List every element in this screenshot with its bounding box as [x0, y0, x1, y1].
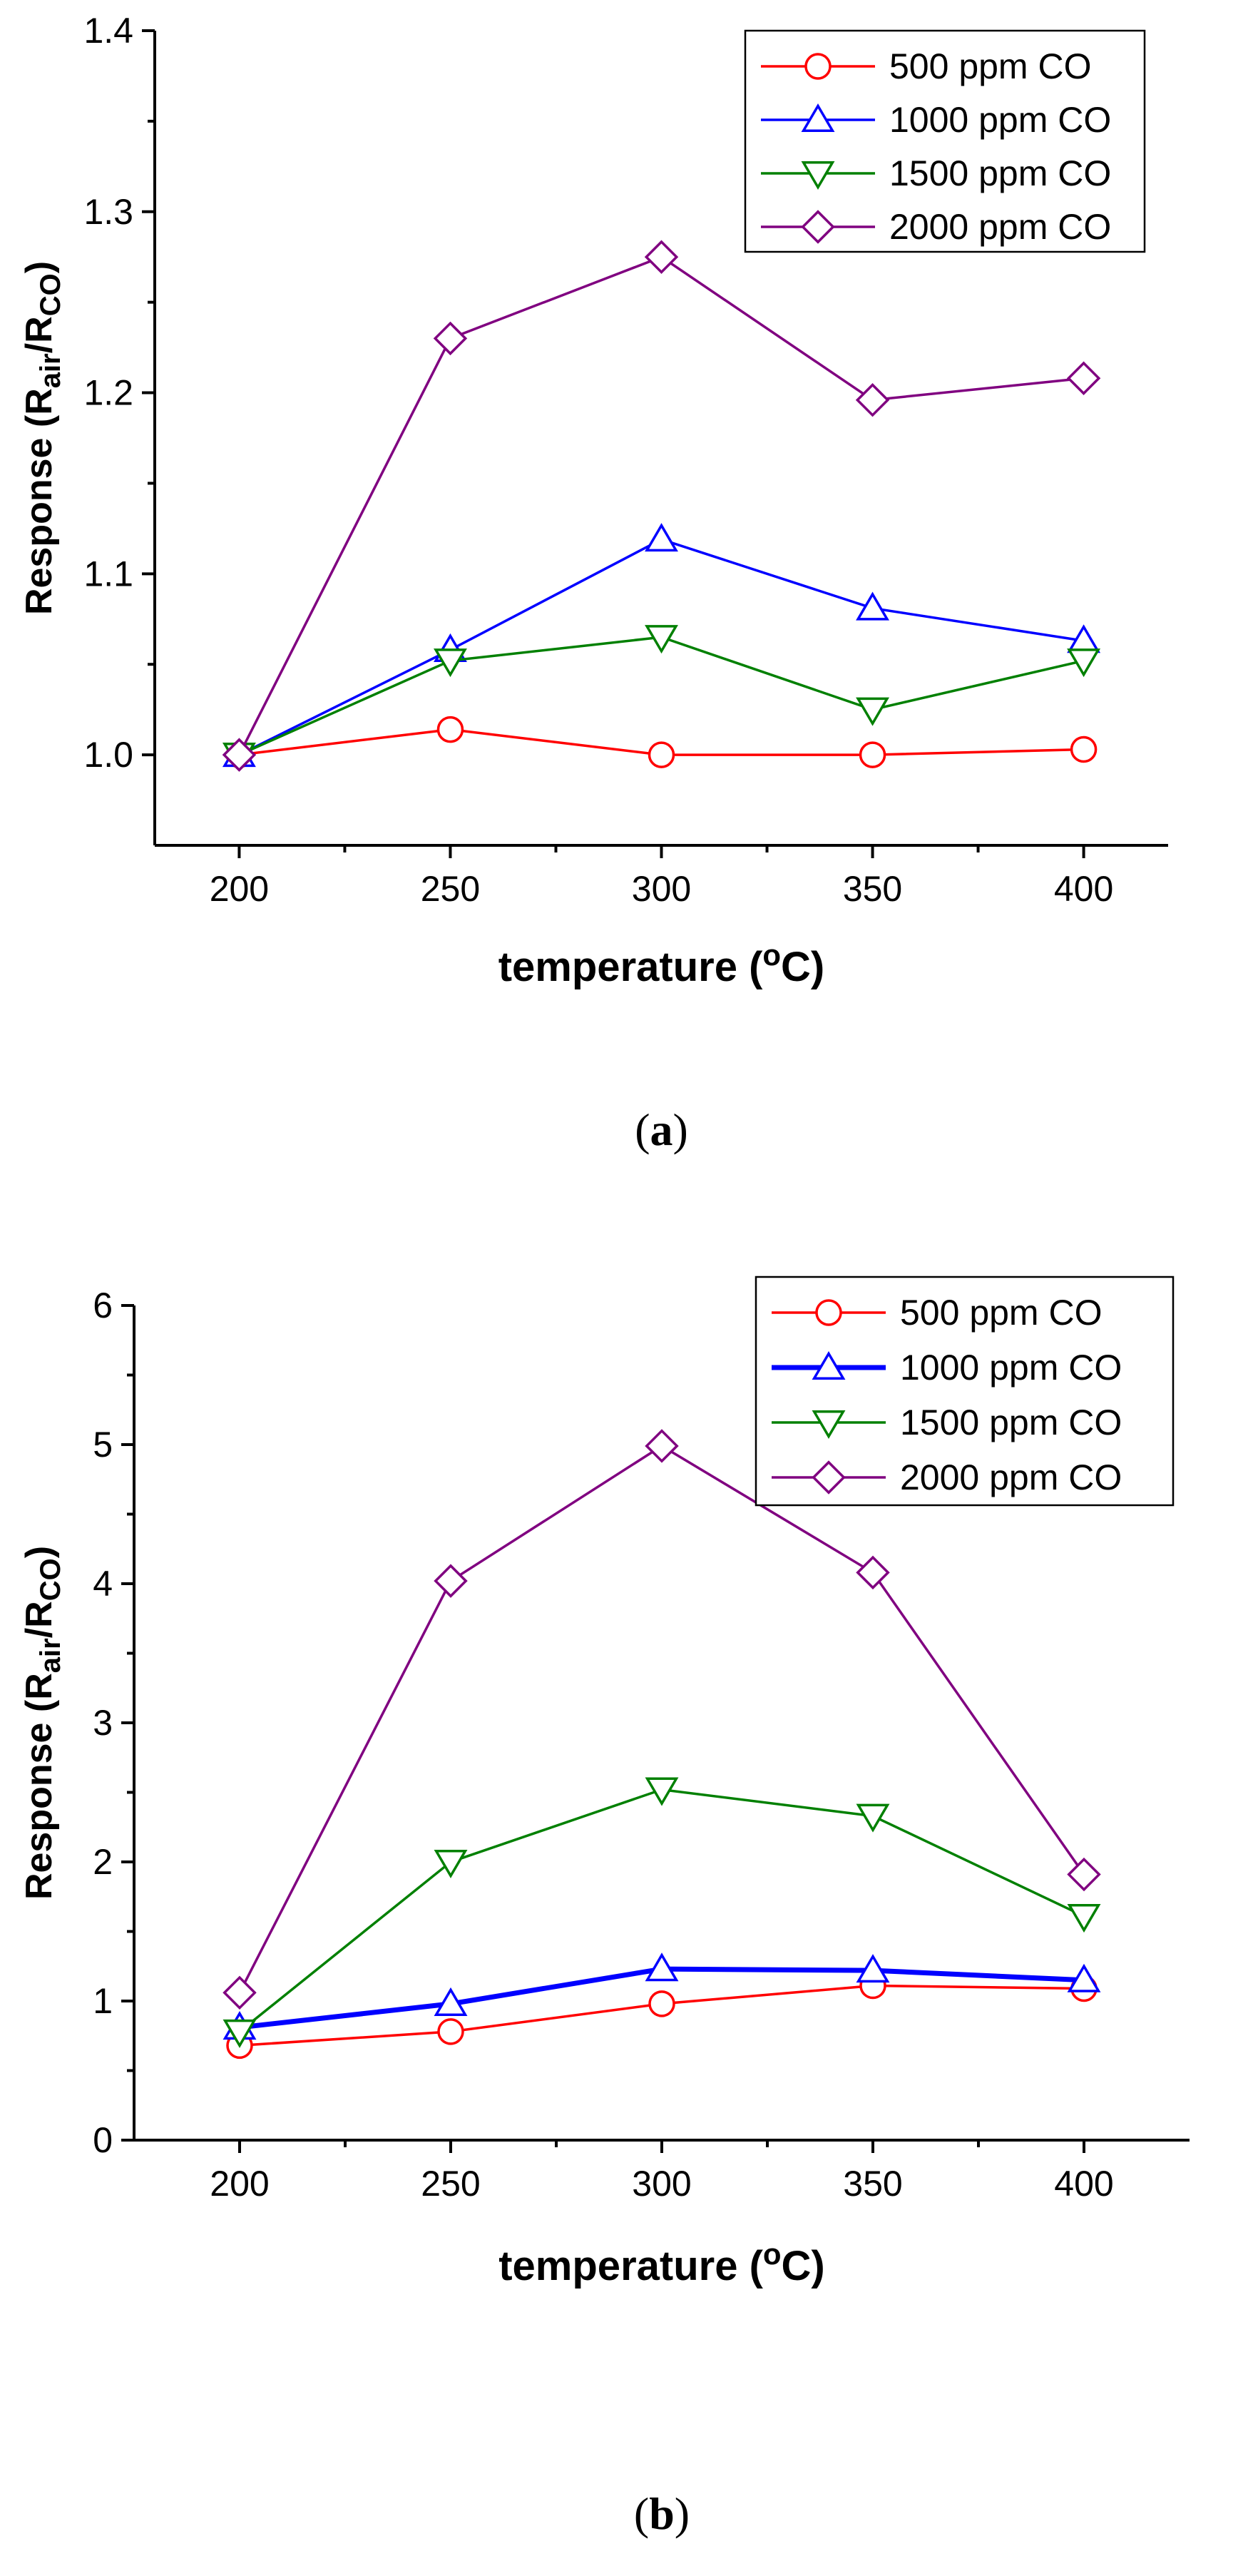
series-1000-ppm-co	[223, 1953, 1101, 2040]
data-point	[856, 591, 889, 621]
x-tick-label: 200	[210, 869, 269, 909]
y-tick-label: 5	[93, 1425, 113, 1465]
legend-label: 500 ppm CO	[900, 1293, 1102, 1333]
data-point	[859, 741, 886, 768]
y-tick-label: 3	[93, 1703, 113, 1743]
x-tick-label: 250	[421, 2164, 480, 2204]
data-point	[223, 2019, 257, 2048]
legend-marker	[815, 1299, 842, 1326]
y-tick-label: 1.0	[83, 735, 133, 775]
data-point	[648, 741, 675, 768]
legend-marker	[804, 53, 832, 80]
data-point	[645, 625, 678, 654]
y-axis-label: Response (Rair/RCO)	[19, 261, 66, 615]
panel-a: 200 250 300 350 400 1.0 1.1 1.2 1.3 1.4 500 ppm CO…	[19, 11, 1168, 1155]
x-tick-label: 200	[210, 2164, 269, 2204]
y-tick-label: 6	[93, 1286, 113, 1325]
data-point	[856, 1954, 890, 1983]
legend-label: 2000 ppm CO	[900, 1457, 1122, 1497]
legend: 500 ppm CO 1000 ppm CO 1500 ppm CO 2000 ppm…	[744, 29, 1146, 253]
data-point	[1067, 1857, 1101, 1892]
panel-caption: (a)	[635, 1104, 688, 1155]
x-tick-label: 400	[1054, 869, 1113, 909]
data-point	[856, 1555, 890, 1590]
y-tick-label: 1.4	[83, 11, 133, 51]
data-point	[434, 1987, 468, 2016]
data-point	[434, 1564, 468, 1598]
series-500-ppm-co	[225, 716, 1098, 768]
data-point	[437, 2018, 464, 2045]
legend-label: 1500 ppm CO	[889, 153, 1111, 193]
y-tick-label: 1.1	[83, 554, 133, 594]
data-point	[856, 697, 889, 726]
data-point	[223, 1975, 257, 2010]
data-point	[1067, 1904, 1101, 1933]
data-point	[222, 738, 257, 772]
series-2000-ppm-co	[222, 240, 1101, 772]
panel-caption: (b)	[634, 2488, 690, 2539]
data-point	[433, 321, 468, 356]
legend-label: 1000 ppm CO	[900, 1348, 1122, 1388]
y-tick-label: 0	[93, 2120, 113, 2160]
x-tick-label: 400	[1054, 2164, 1113, 2204]
x-tick-label: 250	[421, 869, 480, 909]
series-2000-ppm-co	[223, 1429, 1101, 2010]
legend-marker	[812, 1350, 846, 1380]
y-tick-label: 1	[93, 1981, 113, 2021]
series-1500-ppm-co	[223, 1777, 1101, 2048]
legend-marker	[801, 103, 835, 133]
legend-marker	[812, 1410, 846, 1440]
data-point	[856, 1803, 890, 1833]
data-point	[434, 648, 467, 678]
y-tick-label: 1.2	[83, 373, 133, 413]
legend-marker	[801, 161, 835, 190]
data-point	[1066, 361, 1101, 395]
legend-label: 1000 ppm CO	[889, 100, 1111, 140]
data-point	[1070, 735, 1098, 763]
data-point	[648, 1990, 675, 2017]
data-point	[434, 1849, 468, 1879]
data-point	[1067, 1963, 1101, 1992]
x-tick-label: 300	[632, 2164, 691, 2204]
panel-b: 200 250 300 350 400 0 1 2 3 4 5 6 500 ppm CO 1000 ppm…	[19, 1276, 1190, 2539]
data-point	[644, 240, 679, 274]
data-point	[645, 1777, 679, 1806]
x-tick-label: 300	[632, 869, 691, 909]
x-tick-label: 350	[843, 869, 902, 909]
series-line	[238, 1444, 1085, 1994]
x-tick-label: 350	[843, 2164, 902, 2204]
y-tick-label: 1.3	[83, 192, 133, 232]
y-tick-label: 2	[93, 1842, 113, 1882]
series-line	[238, 636, 1084, 756]
data-point	[855, 382, 890, 417]
legend-marker	[801, 210, 835, 244]
x-axis-label: temperature (oC)	[498, 938, 825, 990]
legend: 500 ppm CO 1000 ppm CO 1500 ppm CO 2000 ppm…	[755, 1276, 1175, 1507]
data-point	[645, 523, 678, 552]
legend-marker	[812, 1460, 846, 1495]
legend-label: 2000 ppm CO	[889, 207, 1111, 247]
data-point	[645, 1429, 679, 1463]
legend-label: 1500 ppm CO	[900, 1402, 1122, 1442]
data-point	[1067, 648, 1101, 678]
series-line	[237, 255, 1084, 755]
x-axis-label: temperature (oC)	[498, 2237, 825, 2289]
data-point	[645, 1953, 679, 1982]
y-tick-label: 4	[93, 1564, 113, 1604]
y-axis-label: Response (Rair/RCO)	[19, 1546, 66, 1900]
legend-label: 500 ppm CO	[889, 46, 1091, 86]
data-point	[436, 716, 464, 743]
